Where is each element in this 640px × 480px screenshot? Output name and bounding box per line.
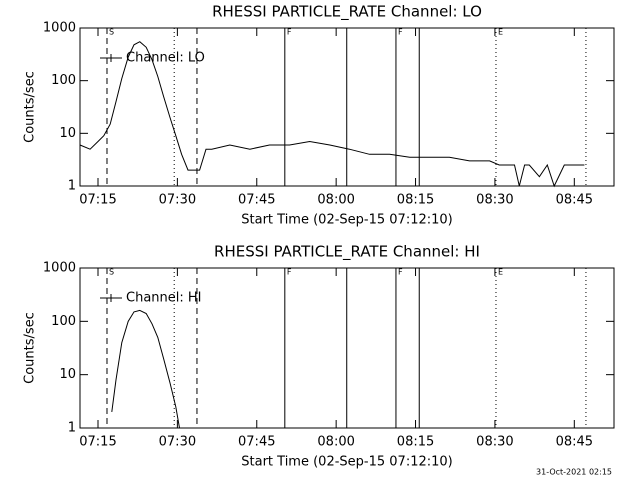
legend-label: Channel: HI xyxy=(126,291,202,306)
y-tick-label: 1000 xyxy=(43,261,76,276)
event-label: S xyxy=(109,268,114,277)
x-tick-label: 07:45 xyxy=(238,435,275,450)
x-axis-label: Start Time (02-Sep-15 07:12:10) xyxy=(241,213,452,228)
chart-title: RHESSI PARTICLE_RATE Channel: LO xyxy=(212,3,482,22)
data-line xyxy=(111,309,180,429)
x-tick-label: 08:30 xyxy=(476,193,513,208)
event-label: F xyxy=(398,268,403,277)
y-axis-label: Counts/sec xyxy=(23,71,38,143)
chart-title: RHESSI PARTICLE_RATE Channel: HI xyxy=(214,243,480,262)
x-tick-label: 08:00 xyxy=(317,435,354,450)
footer: 31-Oct-2021 02:15 xyxy=(536,468,612,477)
event-label: F xyxy=(287,28,292,37)
x-axis-label: Start Time (02-Sep-15 07:12:10) xyxy=(241,455,452,470)
y-tick-label: 1 xyxy=(68,179,76,194)
x-tick-label: 08:30 xyxy=(476,435,513,450)
x-tick-label: 07:15 xyxy=(79,435,116,450)
data-line xyxy=(79,41,585,188)
y-tick-label: 1 xyxy=(68,421,76,436)
x-tick-label: 07:30 xyxy=(159,435,196,450)
x-tick-label: 08:00 xyxy=(317,193,354,208)
x-tick-label: 08:45 xyxy=(556,193,593,208)
x-tick-label: 07:15 xyxy=(79,193,116,208)
event-label: E xyxy=(498,28,503,37)
y-tick-label: 10 xyxy=(59,126,76,141)
y-tick-label: 1000 xyxy=(43,21,76,36)
y-tick-label: 10 xyxy=(59,367,76,382)
event-label: F xyxy=(287,268,292,277)
x-tick-label: 07:45 xyxy=(238,193,275,208)
y-axis-label: Counts/sec xyxy=(23,312,38,384)
x-tick-label: 08:45 xyxy=(556,435,593,450)
y-tick-label: 100 xyxy=(51,314,76,329)
x-tick-label: 08:15 xyxy=(397,435,434,450)
event-label: E xyxy=(498,268,503,277)
legend-label: Channel: LO xyxy=(126,51,205,66)
x-tick-label: 07:30 xyxy=(159,193,196,208)
y-tick-label: 100 xyxy=(51,73,76,88)
event-label: S xyxy=(109,28,114,37)
x-tick-label: 08:15 xyxy=(397,193,434,208)
event-label: F xyxy=(398,28,403,37)
